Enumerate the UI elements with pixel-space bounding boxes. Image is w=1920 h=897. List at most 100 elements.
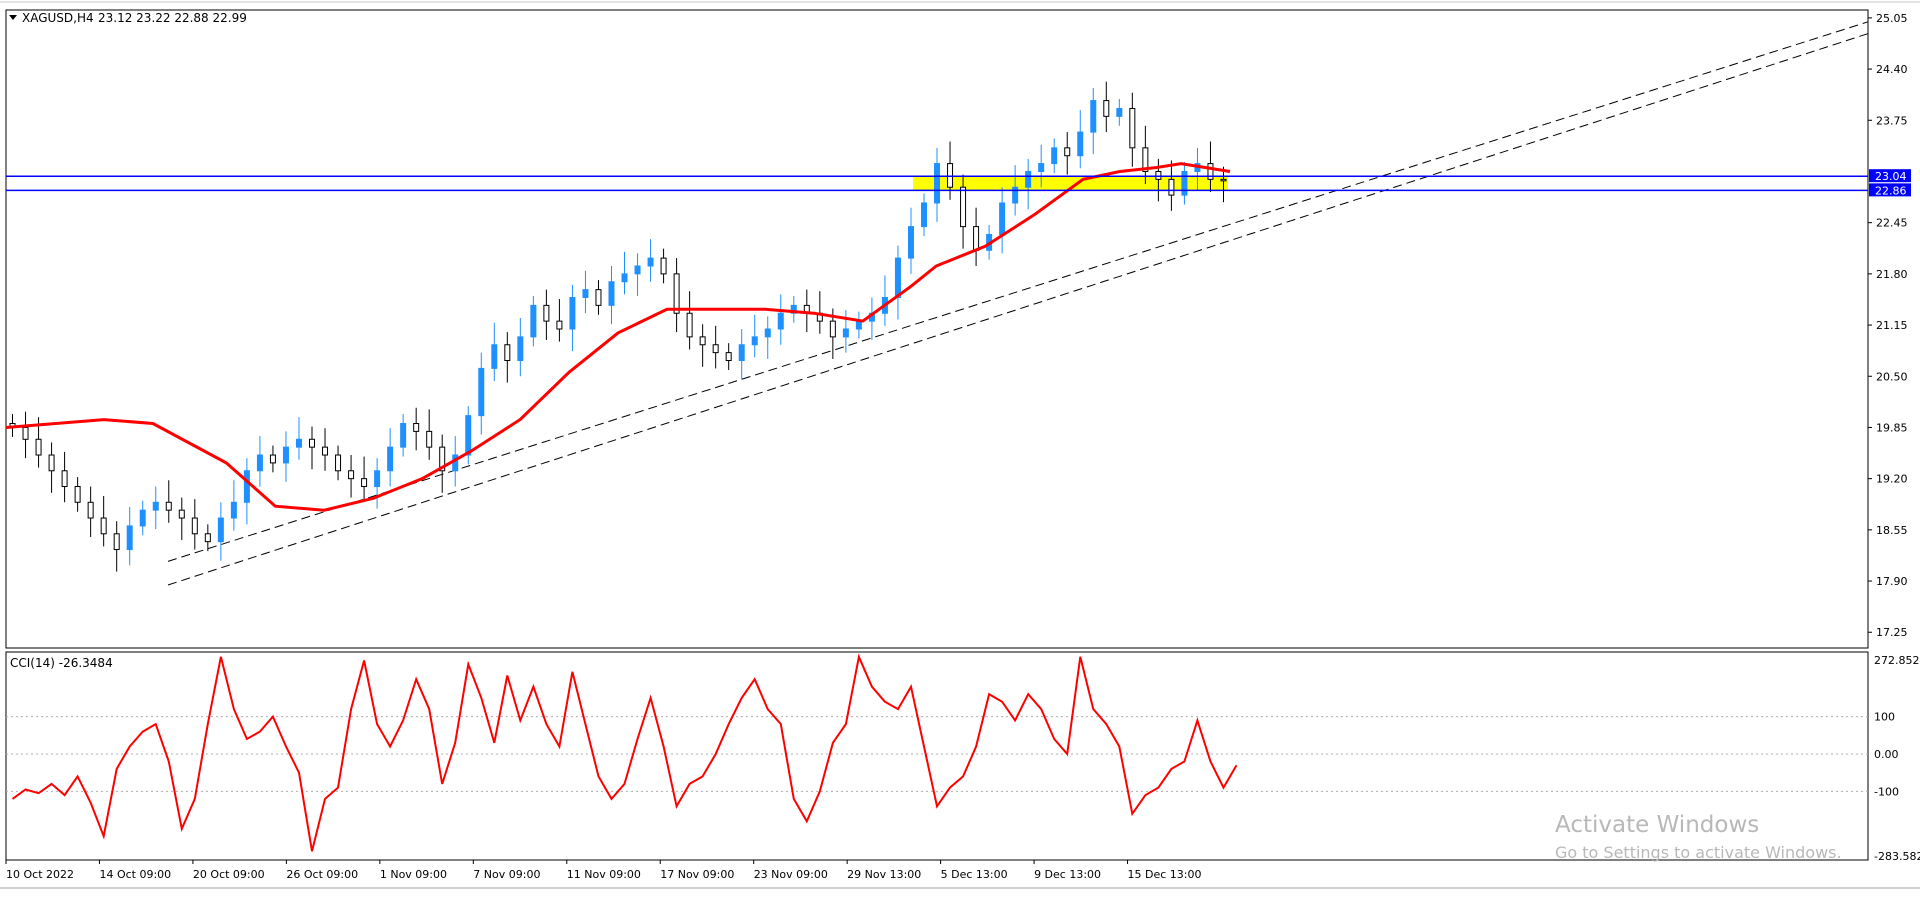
watermark-title: Activate Windows bbox=[1555, 812, 1759, 838]
candle-body bbox=[178, 509, 185, 519]
candle-body bbox=[842, 328, 849, 338]
candle bbox=[178, 497, 185, 541]
candle-body bbox=[361, 478, 368, 488]
support-resistance-zone[interactable] bbox=[913, 176, 1228, 191]
candle-body bbox=[1220, 178, 1227, 182]
price-tick-label: 23.75 bbox=[1876, 114, 1908, 127]
candle-body bbox=[543, 304, 550, 322]
time-tick-label: 23 Nov 09:00 bbox=[754, 868, 828, 881]
header-legend: XAGUSD,H4 23.12 23.22 22.88 22.99 bbox=[9, 11, 247, 25]
candle-body bbox=[960, 186, 967, 228]
candle-body bbox=[725, 352, 732, 362]
price-tick-label: 17.25 bbox=[1876, 626, 1908, 639]
candle-body bbox=[934, 163, 941, 204]
horizontal-levels[interactable] bbox=[6, 175, 1868, 192]
candle bbox=[647, 239, 654, 282]
candle-body bbox=[1025, 170, 1032, 188]
candle bbox=[361, 456, 368, 500]
candle bbox=[322, 428, 329, 471]
candle bbox=[673, 258, 680, 333]
cci-tick-label: 272.852 bbox=[1874, 654, 1920, 667]
price-tick-label: 21.80 bbox=[1876, 268, 1908, 281]
symbol-dropdown-icon[interactable] bbox=[9, 15, 17, 20]
candle bbox=[543, 289, 550, 341]
candle-body bbox=[712, 344, 719, 354]
time-tick-label: 20 Oct 09:00 bbox=[193, 868, 265, 881]
level-label-box bbox=[1869, 183, 1911, 197]
candle-body bbox=[1038, 163, 1045, 172]
candle-body bbox=[426, 430, 433, 448]
candle-body bbox=[907, 226, 914, 259]
candle-body bbox=[126, 525, 133, 551]
moving-average-line bbox=[5, 162, 1231, 512]
candle bbox=[764, 316, 771, 359]
time-tick-label: 7 Nov 09:00 bbox=[473, 868, 540, 881]
candle-body bbox=[1181, 170, 1188, 196]
candle bbox=[582, 270, 589, 314]
level-label-text: 22.86 bbox=[1875, 184, 1907, 197]
candle bbox=[1129, 92, 1136, 167]
candle-body bbox=[439, 446, 446, 472]
candle bbox=[1051, 138, 1058, 174]
level-label-box bbox=[1869, 169, 1911, 183]
candle-body bbox=[269, 454, 276, 464]
candle-body bbox=[35, 438, 42, 456]
candle-body bbox=[1155, 170, 1162, 180]
cci-line bbox=[11, 653, 1238, 852]
candle bbox=[1038, 144, 1045, 188]
candle bbox=[113, 521, 120, 572]
candle bbox=[790, 295, 797, 323]
candle-body bbox=[751, 336, 758, 346]
candle bbox=[530, 295, 537, 347]
time-tick-label: 15 Dec 13:00 bbox=[1128, 868, 1202, 881]
candle-body bbox=[790, 304, 797, 314]
candle bbox=[634, 253, 641, 296]
moving-average-series bbox=[5, 162, 1231, 512]
candle bbox=[1116, 99, 1123, 126]
candle-body bbox=[113, 533, 120, 551]
candle bbox=[217, 502, 224, 561]
candle-body bbox=[374, 470, 381, 488]
candle-body bbox=[217, 517, 224, 543]
candle bbox=[22, 411, 29, 459]
candle bbox=[751, 314, 758, 358]
windows-watermark: Activate Windows Go to Settings to activ… bbox=[1555, 812, 1842, 862]
candle-body bbox=[517, 336, 524, 362]
candle bbox=[295, 417, 302, 460]
price-panel-frame bbox=[5, 9, 1869, 649]
price-axis[interactable]: 25.05 24.40 23.75 22.45 21.80 21.15 20.50 19.85… bbox=[1868, 12, 1908, 639]
price-tick-label: 24.40 bbox=[1876, 63, 1908, 76]
candle-body bbox=[1077, 131, 1084, 157]
cci-reference-lines bbox=[6, 716, 1868, 792]
candle-body bbox=[48, 454, 55, 472]
candle-body bbox=[87, 501, 94, 519]
candle-body bbox=[230, 501, 237, 519]
candle bbox=[686, 291, 693, 350]
price-tick-label: 22.45 bbox=[1876, 217, 1908, 230]
candle-body bbox=[335, 454, 342, 472]
time-axis[interactable]: 10 Oct 2022 14 Oct 09:00 20 Oct 09:00 26 Oc… bbox=[5, 860, 1202, 881]
candle bbox=[374, 458, 381, 509]
candle bbox=[413, 407, 420, 451]
candle bbox=[400, 414, 407, 457]
candle-body bbox=[348, 470, 355, 480]
candle-body bbox=[61, 470, 68, 488]
candle bbox=[309, 426, 315, 470]
candle bbox=[777, 294, 784, 345]
candle bbox=[960, 174, 967, 249]
candle-body bbox=[608, 281, 615, 306]
candle bbox=[934, 147, 941, 222]
price-tick-label: 18.55 bbox=[1876, 524, 1908, 537]
candle bbox=[165, 480, 172, 523]
candle bbox=[478, 352, 485, 435]
candle bbox=[335, 445, 342, 481]
candle bbox=[921, 193, 927, 237]
trend-lines[interactable] bbox=[167, 21, 1869, 586]
candle bbox=[712, 325, 719, 369]
candle-body bbox=[1168, 178, 1175, 196]
candle-body bbox=[1142, 147, 1149, 172]
